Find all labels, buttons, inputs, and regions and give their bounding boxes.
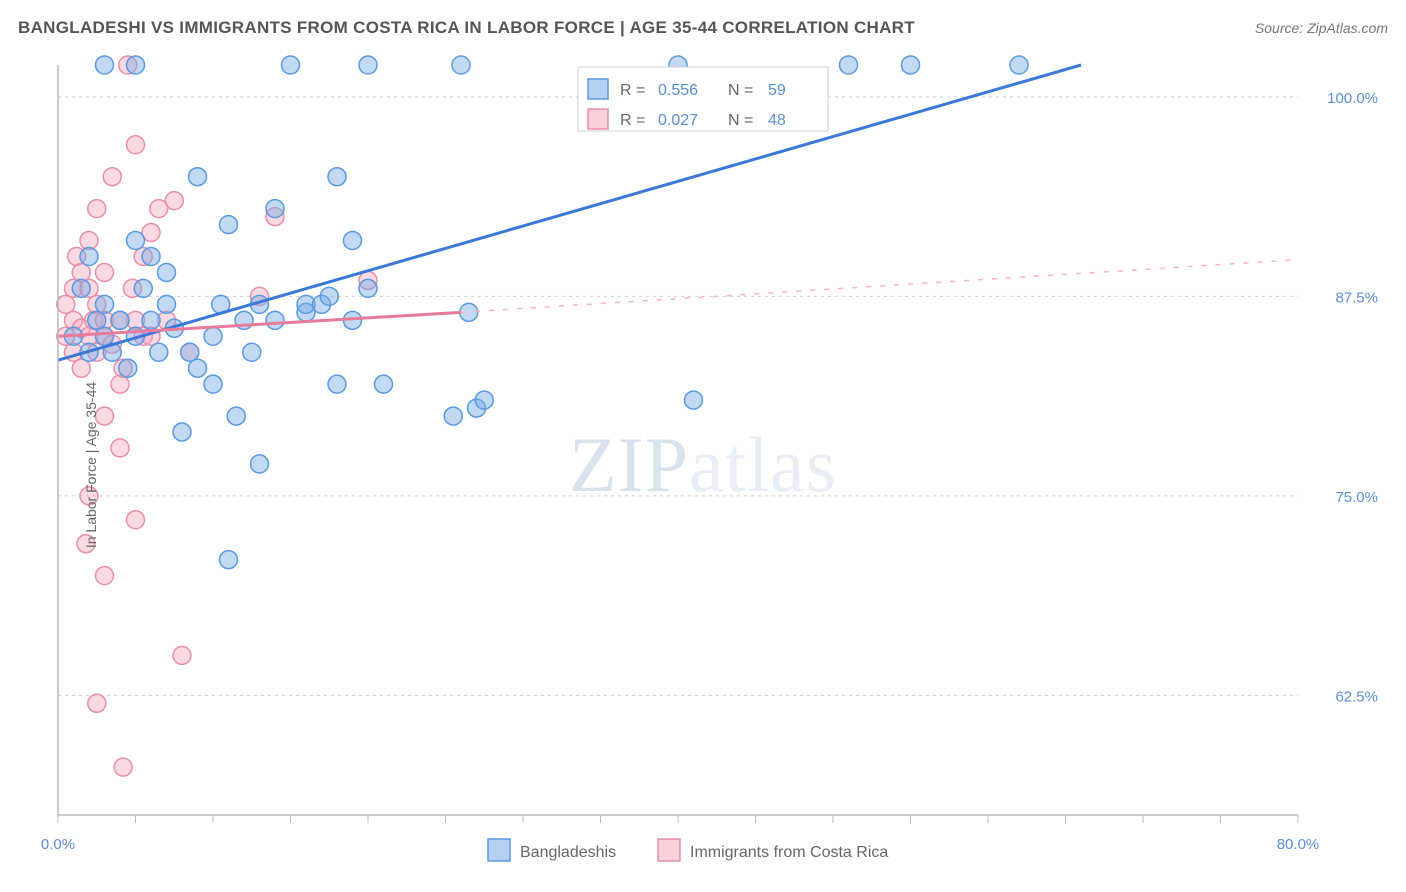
data-point-blue bbox=[320, 287, 338, 305]
data-point-blue bbox=[127, 56, 145, 74]
source-prefix: Source: bbox=[1255, 20, 1307, 36]
data-point-pink bbox=[127, 511, 145, 529]
chart-title: BANGLADESHI VS IMMIGRANTS FROM COSTA RIC… bbox=[18, 18, 915, 38]
data-point-blue bbox=[220, 551, 238, 569]
data-point-pink bbox=[165, 192, 183, 210]
data-point-blue bbox=[359, 56, 377, 74]
legend-r-label: R = bbox=[620, 112, 645, 129]
data-point-blue bbox=[127, 232, 145, 250]
data-point-blue bbox=[444, 407, 462, 425]
y-tick-label: 87.5% bbox=[1335, 289, 1378, 306]
x-tick-label: 80.0% bbox=[1277, 836, 1320, 853]
data-point-blue bbox=[181, 343, 199, 361]
y-axis-label: In Labor Force | Age 35-44 bbox=[83, 381, 99, 547]
data-point-blue bbox=[88, 311, 106, 329]
x-tick-label: 0.0% bbox=[41, 836, 75, 853]
data-point-pink bbox=[96, 567, 114, 585]
y-tick-label: 100.0% bbox=[1327, 90, 1378, 107]
data-point-pink bbox=[88, 200, 106, 218]
trendline-blue bbox=[58, 65, 1081, 360]
data-point-blue bbox=[150, 343, 168, 361]
data-point-pink bbox=[57, 295, 75, 313]
data-point-pink bbox=[72, 359, 90, 377]
data-point-pink bbox=[127, 136, 145, 154]
data-point-blue bbox=[204, 375, 222, 393]
data-point-blue bbox=[96, 56, 114, 74]
y-tick-label: 75.0% bbox=[1335, 489, 1378, 506]
data-point-blue bbox=[266, 311, 284, 329]
data-point-blue bbox=[134, 279, 152, 297]
data-point-blue bbox=[96, 295, 114, 313]
source-name: ZipAtlas.com bbox=[1307, 20, 1388, 36]
data-point-blue bbox=[475, 391, 493, 409]
data-point-blue bbox=[80, 247, 98, 265]
data-point-blue bbox=[359, 279, 377, 297]
data-point-blue bbox=[204, 327, 222, 345]
legend-r-value: 0.556 bbox=[658, 82, 698, 99]
data-point-pink bbox=[96, 263, 114, 281]
data-point-blue bbox=[111, 311, 129, 329]
data-point-pink bbox=[88, 694, 106, 712]
legend-r-label: R = bbox=[620, 82, 645, 99]
data-point-blue bbox=[243, 343, 261, 361]
legend-swatch bbox=[588, 79, 608, 99]
data-point-blue bbox=[840, 56, 858, 74]
data-point-blue bbox=[119, 359, 137, 377]
legend-swatch bbox=[588, 109, 608, 129]
data-point-blue bbox=[344, 232, 362, 250]
bottom-legend-swatch bbox=[658, 839, 680, 861]
data-point-pink bbox=[114, 758, 132, 776]
data-point-pink bbox=[111, 375, 129, 393]
data-point-blue bbox=[282, 56, 300, 74]
data-point-blue bbox=[220, 216, 238, 234]
legend-n-label: N = bbox=[728, 82, 753, 99]
y-tick-label: 62.5% bbox=[1335, 688, 1378, 705]
bottom-legend-swatch bbox=[488, 839, 510, 861]
data-point-blue bbox=[72, 279, 90, 297]
data-point-blue bbox=[189, 359, 207, 377]
correlation-legend bbox=[578, 67, 828, 131]
data-point-blue bbox=[452, 56, 470, 74]
data-point-pink bbox=[173, 646, 191, 664]
data-point-blue bbox=[266, 200, 284, 218]
data-point-blue bbox=[1010, 56, 1028, 74]
data-point-blue bbox=[158, 263, 176, 281]
data-point-blue bbox=[685, 391, 703, 409]
data-point-blue bbox=[96, 327, 114, 345]
data-point-pink bbox=[103, 168, 121, 186]
chart-header: BANGLADESHI VS IMMIGRANTS FROM COSTA RIC… bbox=[18, 18, 1388, 38]
bottom-legend-label: Immigrants from Costa Rica bbox=[690, 844, 888, 861]
legend-n-value: 59 bbox=[768, 82, 786, 99]
chart-svg: 100.0% 87.5% 75.0% 62.5% 0.0% 80.0% R = 0.556 N … bbox=[18, 55, 1388, 875]
legend-n-value: 48 bbox=[768, 112, 786, 129]
chart-area: In Labor Force | Age 35-44 ZIPatlas 100.… bbox=[18, 55, 1388, 874]
data-point-blue bbox=[328, 375, 346, 393]
chart-source: Source: ZipAtlas.com bbox=[1255, 20, 1388, 36]
data-point-blue bbox=[142, 311, 160, 329]
data-point-pink bbox=[111, 439, 129, 457]
data-point-blue bbox=[227, 407, 245, 425]
data-point-blue bbox=[902, 56, 920, 74]
bottom-legend-label: Bangladeshis bbox=[520, 844, 616, 861]
data-point-blue bbox=[142, 247, 160, 265]
data-point-blue bbox=[328, 168, 346, 186]
trendline-pink-extrapolated bbox=[461, 260, 1298, 313]
data-point-blue bbox=[189, 168, 207, 186]
data-point-blue bbox=[251, 455, 269, 473]
data-point-blue bbox=[173, 423, 191, 441]
legend-n-label: N = bbox=[728, 112, 753, 129]
data-point-blue bbox=[158, 295, 176, 313]
legend-r-value: 0.027 bbox=[658, 112, 698, 129]
data-point-blue bbox=[375, 375, 393, 393]
